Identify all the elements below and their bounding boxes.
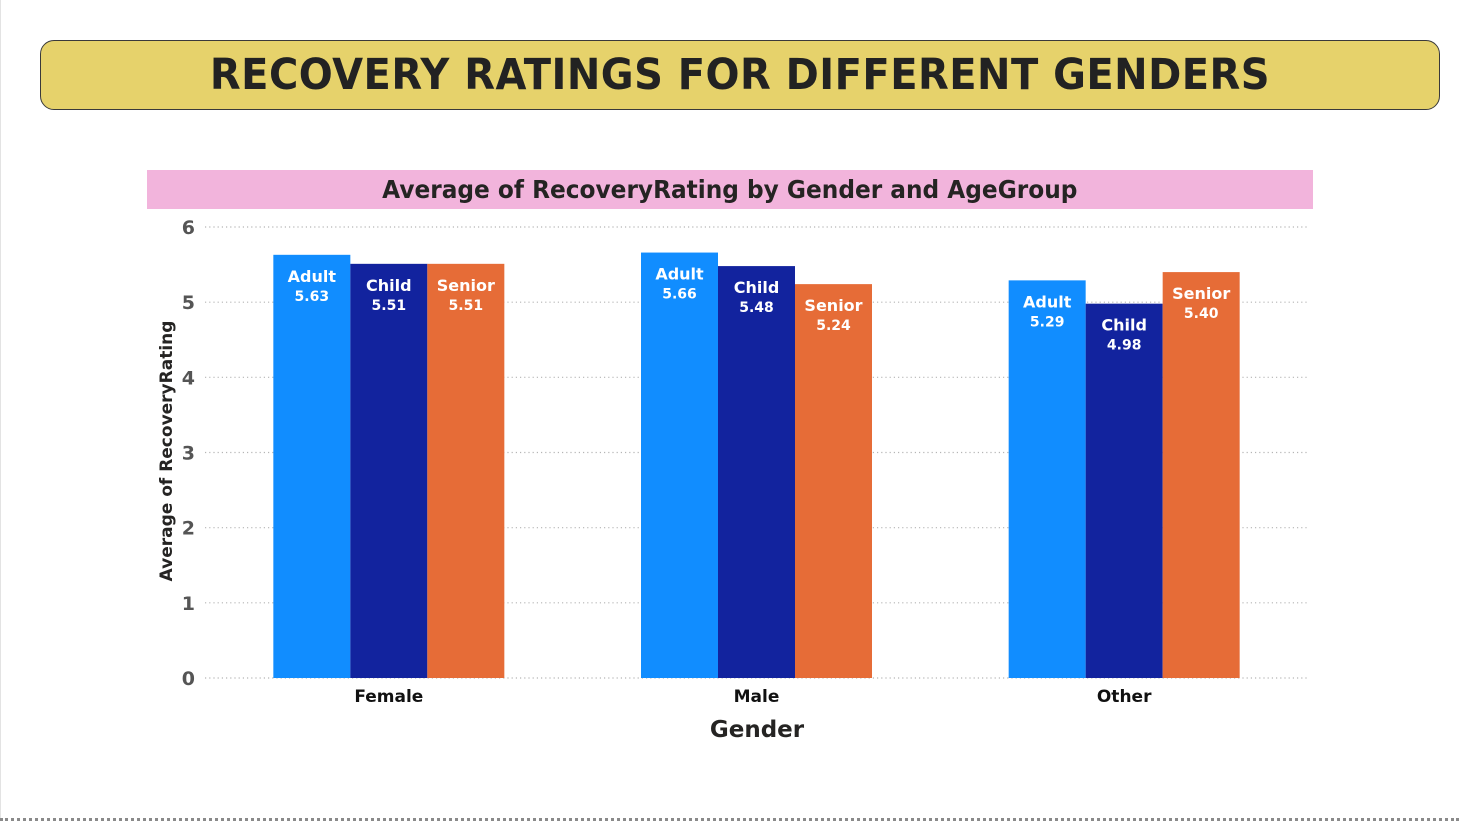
y-tick-label: 3 [182, 443, 195, 465]
data-label-value: 5.40 [1184, 306, 1219, 322]
chart-title-bar: Average of RecoveryRating by Gender and … [147, 170, 1313, 209]
data-label-value: 5.51 [372, 298, 407, 314]
bar-male-adult [641, 252, 718, 678]
report-banner: RECOVERY RATINGS FOR DIFFERENT GENDERS [40, 40, 1440, 110]
bar-female-child [350, 263, 428, 678]
data-label-series: Senior [437, 276, 495, 295]
y-tick-label: 0 [182, 668, 195, 690]
y-axis-title: Average of RecoveryRating [157, 321, 177, 582]
x-category-label: Other [1097, 687, 1152, 707]
data-label-series: Adult [1023, 292, 1072, 311]
data-label-value: 5.51 [449, 298, 484, 314]
bar-female-senior [427, 263, 505, 678]
y-tick-label: 5 [182, 292, 195, 314]
data-label-series: Child [1101, 316, 1147, 335]
report-title: RECOVERY RATINGS FOR DIFFERENT GENDERS [209, 50, 1271, 100]
y-tick-label: 4 [182, 367, 195, 389]
x-axis-categories: Female Male Other [354, 687, 1152, 707]
y-tick-label: 6 [182, 217, 195, 239]
data-label-series: Senior [1172, 284, 1230, 303]
data-label-value: 5.48 [739, 300, 774, 316]
data-label-value: 5.63 [295, 289, 330, 305]
bar-male-child [718, 266, 795, 678]
page-bottom-border [0, 818, 1459, 821]
data-label-series: Senior [804, 296, 862, 315]
bar-male-senior [795, 284, 872, 678]
x-category-label: Female [354, 687, 423, 707]
data-label-series: Child [366, 276, 412, 295]
bar-other-adult [1008, 280, 1086, 678]
data-label-series: Adult [655, 265, 704, 284]
y-axis-ticks: 0 1 2 3 4 5 6 [182, 217, 195, 690]
data-label-series: Adult [288, 267, 337, 286]
bar-female-adult [273, 254, 351, 679]
bars [273, 252, 1240, 679]
data-label-value: 5.29 [1030, 314, 1065, 330]
data-label-value: 5.66 [662, 287, 697, 303]
data-label-value: 4.98 [1107, 338, 1142, 354]
x-category-label: Male [734, 687, 780, 707]
bar-other-senior [1162, 272, 1240, 678]
y-tick-label: 1 [182, 593, 195, 615]
data-labels: Adult 5.63 Child 5.51 Senior 5.51 Adult 5.66 Chi… [288, 265, 1231, 354]
data-label-value: 5.24 [816, 318, 851, 334]
data-label-series: Child [734, 278, 780, 297]
bar-other-child [1085, 303, 1163, 678]
chart-title: Average of RecoveryRating by Gender and … [382, 175, 1078, 204]
x-axis-title: Gender [710, 717, 805, 743]
page-left-border [0, 0, 1, 818]
y-tick-label: 2 [182, 518, 195, 540]
